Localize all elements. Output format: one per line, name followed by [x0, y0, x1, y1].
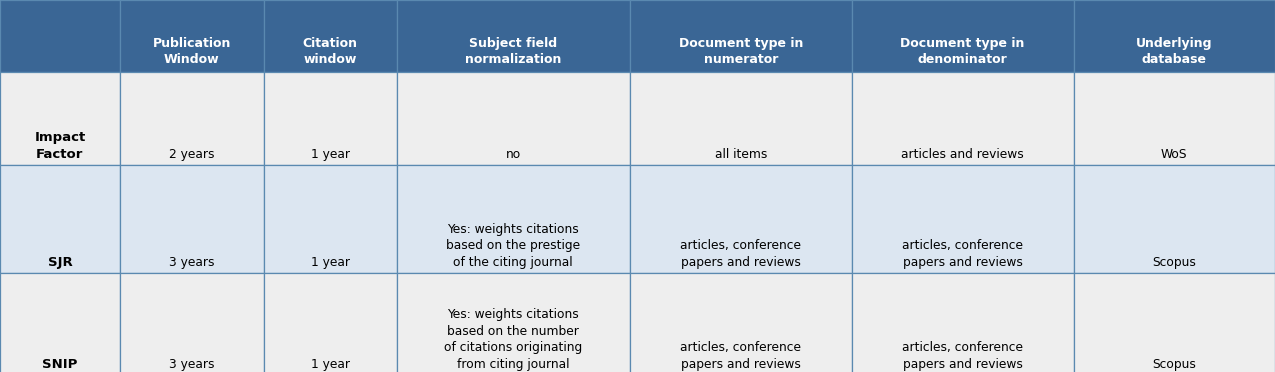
- Text: Yes: weights citations
based on the number
of citations originating
from citing : Yes: weights citations based on the numb…: [444, 308, 583, 371]
- Text: 2 years: 2 years: [170, 148, 214, 161]
- Text: Scopus: Scopus: [1153, 256, 1196, 269]
- Text: articles, conference
papers and reviews: articles, conference papers and reviews: [681, 239, 801, 269]
- Text: 1 year: 1 year: [311, 148, 349, 161]
- Bar: [1074, 0, 1275, 72]
- Text: Scopus: Scopus: [1153, 357, 1196, 371]
- Bar: [0, 165, 120, 273]
- Bar: [0, 0, 120, 72]
- Text: articles, conference
papers and reviews: articles, conference papers and reviews: [903, 239, 1023, 269]
- Bar: [852, 0, 1074, 72]
- Text: SJR: SJR: [47, 256, 73, 269]
- Bar: [120, 0, 264, 72]
- Bar: [852, 165, 1074, 273]
- Text: Subject field
normalization: Subject field normalization: [465, 37, 561, 67]
- Text: Citation
window: Citation window: [302, 37, 358, 67]
- Bar: [264, 165, 397, 273]
- Bar: [630, 273, 852, 372]
- Bar: [397, 72, 630, 165]
- Text: Yes: weights citations
based on the prestige
of the citing journal: Yes: weights citations based on the pres…: [446, 222, 580, 269]
- Text: articles, conference
papers and reviews: articles, conference papers and reviews: [903, 341, 1023, 371]
- Bar: [0, 273, 120, 372]
- Text: all items: all items: [714, 148, 768, 161]
- Bar: [0, 72, 120, 165]
- Bar: [397, 0, 630, 72]
- Bar: [397, 273, 630, 372]
- Bar: [264, 0, 397, 72]
- Bar: [120, 72, 264, 165]
- Bar: [264, 273, 397, 372]
- Text: 1 year: 1 year: [311, 357, 349, 371]
- Text: Underlying
database: Underlying database: [1136, 37, 1213, 67]
- Bar: [630, 165, 852, 273]
- Text: no: no: [506, 148, 520, 161]
- Bar: [1074, 273, 1275, 372]
- Text: Impact
Factor: Impact Factor: [34, 131, 85, 161]
- Text: articles and reviews: articles and reviews: [901, 148, 1024, 161]
- Text: SNIP: SNIP: [42, 357, 78, 371]
- Bar: [1074, 72, 1275, 165]
- Bar: [852, 273, 1074, 372]
- Text: 3 years: 3 years: [170, 357, 214, 371]
- Text: Publication
Window: Publication Window: [153, 37, 231, 67]
- Text: 3 years: 3 years: [170, 256, 214, 269]
- Bar: [120, 273, 264, 372]
- Text: 1 year: 1 year: [311, 256, 349, 269]
- Bar: [630, 72, 852, 165]
- Bar: [397, 165, 630, 273]
- Bar: [264, 72, 397, 165]
- Bar: [630, 0, 852, 72]
- Text: WoS: WoS: [1162, 148, 1187, 161]
- Bar: [120, 165, 264, 273]
- Text: articles, conference
papers and reviews: articles, conference papers and reviews: [681, 341, 801, 371]
- Text: Document type in
numerator: Document type in numerator: [678, 37, 803, 67]
- Bar: [1074, 165, 1275, 273]
- Bar: [852, 72, 1074, 165]
- Text: Document type in
denominator: Document type in denominator: [900, 37, 1025, 67]
